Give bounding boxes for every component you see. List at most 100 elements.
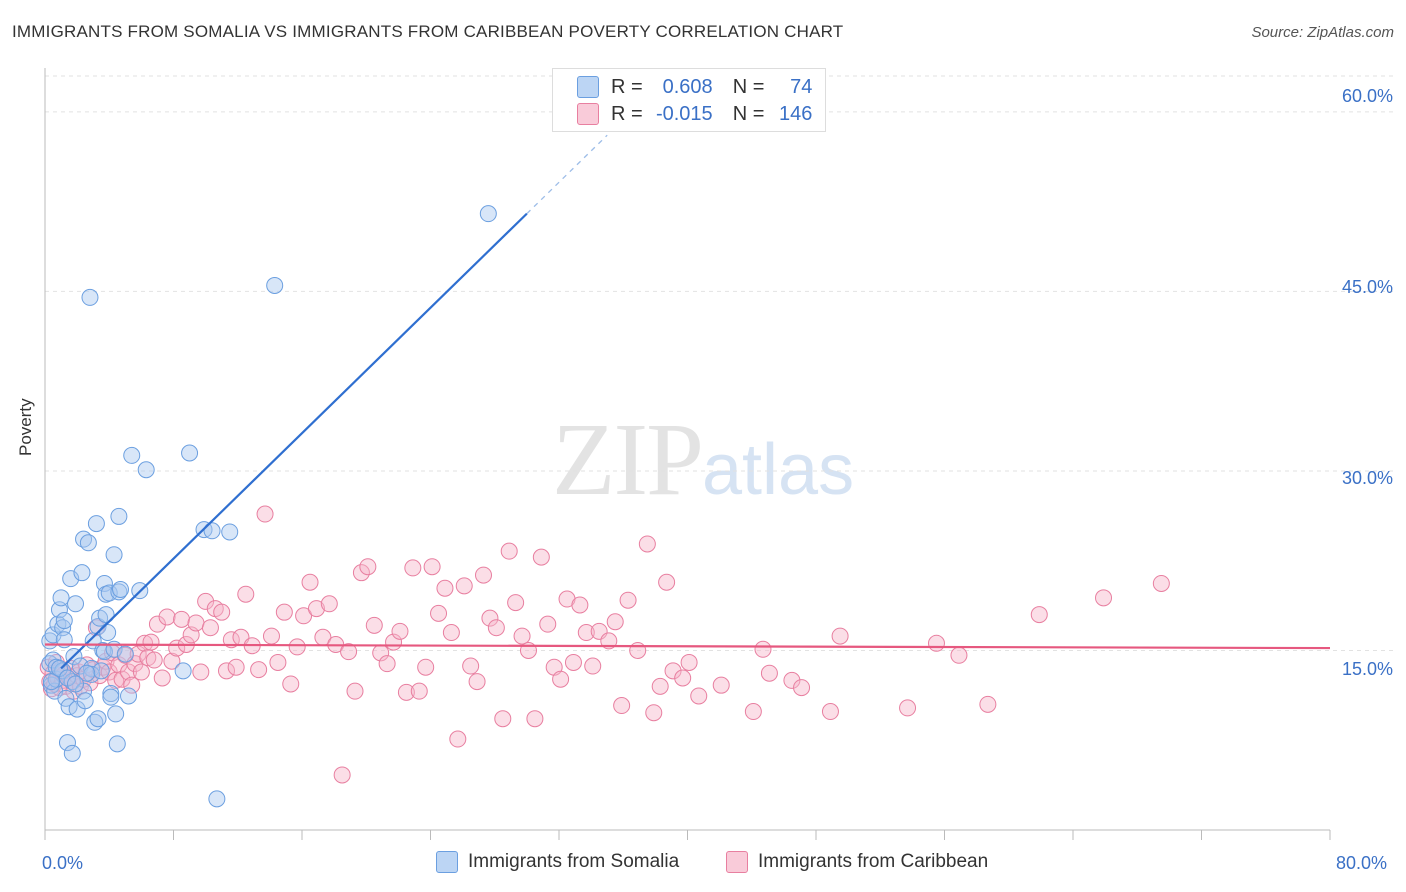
caribbean-point — [674, 669, 692, 687]
caribbean-point — [222, 631, 240, 649]
legend-label: Immigrants from Somalia — [468, 851, 680, 872]
y-tick-label: 45.0% — [1341, 277, 1393, 297]
caribbean-point — [262, 627, 280, 645]
caribbean-point — [793, 679, 811, 697]
somalia-point — [120, 687, 138, 705]
caribbean-point — [192, 663, 210, 681]
caribbean-point — [487, 619, 505, 637]
caribbean-point — [571, 596, 589, 614]
caribbean-point — [831, 627, 849, 645]
caribbean-point — [301, 573, 319, 591]
caribbean-point — [288, 638, 306, 656]
y-axis-label: Poverty — [16, 398, 35, 456]
somalia-point — [89, 710, 107, 728]
caribbean-point — [145, 651, 163, 669]
somalia-point — [107, 705, 125, 723]
caribbean-point — [760, 664, 778, 682]
caribbean-trend-line — [44, 643, 1331, 650]
caribbean-point — [629, 641, 647, 659]
caribbean-point — [821, 703, 839, 721]
y-tick-label: 30.0% — [1341, 468, 1393, 488]
caribbean-point — [320, 595, 338, 613]
caribbean-point — [227, 658, 245, 676]
caribbean-point — [564, 653, 582, 671]
caribbean-point — [449, 730, 467, 748]
caribbean-point — [81, 674, 99, 692]
somalia-point — [79, 534, 97, 552]
caribbean-point — [1030, 606, 1048, 624]
caribbean-point — [148, 615, 166, 633]
caribbean-point — [120, 663, 138, 681]
caribbean-point — [136, 634, 154, 652]
somalia-point — [203, 522, 221, 540]
caribbean-point — [494, 710, 512, 728]
caribbean-point — [173, 610, 191, 628]
caribbean-point — [391, 622, 409, 640]
somalia-point — [44, 626, 62, 644]
caribbean-point — [645, 704, 663, 722]
caribbean-point — [600, 632, 618, 650]
somalia-point — [78, 664, 96, 682]
caribbean-point — [218, 662, 236, 680]
somalia-point — [87, 515, 105, 533]
caribbean-point — [500, 542, 518, 560]
caribbean-point — [250, 661, 268, 679]
caribbean-point — [430, 604, 448, 622]
somalia-point — [92, 662, 110, 680]
somalia-point — [95, 574, 113, 592]
x-tick-label: 80.0% — [1336, 853, 1388, 873]
stats-legend: R = 0.608 N = 74 R = -0.015 N = 146 — [552, 68, 826, 132]
legend-row-somalia: R = 0.608 N = 74 — [577, 75, 812, 99]
somalia-point — [181, 444, 199, 462]
caribbean-point — [417, 658, 435, 676]
caribbean-point — [282, 675, 300, 693]
caribbean-point — [658, 573, 676, 591]
n-value: 74 — [790, 75, 813, 98]
somalia-point — [266, 276, 284, 294]
caribbean-point — [680, 653, 698, 671]
somalia-point — [108, 735, 126, 753]
caribbean-point — [197, 592, 215, 610]
r-value: -0.015 — [655, 102, 713, 125]
caribbean-point — [163, 652, 181, 670]
r-value: 0.608 — [662, 75, 713, 98]
caribbean-point — [507, 594, 525, 612]
caribbean-points — [39, 505, 1170, 784]
caribbean-point — [158, 608, 176, 626]
caribbean-point — [1152, 574, 1170, 592]
caribbean-point — [423, 558, 441, 576]
somalia-points — [41, 205, 497, 808]
caribbean-point — [532, 548, 550, 566]
caribbean-point — [638, 535, 656, 553]
caribbean-point — [950, 646, 968, 664]
somalia-point — [116, 645, 134, 663]
caribbean-point — [475, 566, 493, 584]
caribbean-point — [584, 657, 602, 675]
chart-title: IMMIGRANTS FROM SOMALIA VS IMMIGRANTS FR… — [12, 22, 844, 41]
caribbean-point — [927, 634, 945, 652]
caribbean-point — [712, 676, 730, 694]
caribbean-point — [468, 673, 486, 691]
somalia-point — [99, 624, 117, 642]
r-label: R = — [611, 102, 643, 125]
caribbean-point — [365, 616, 383, 634]
somalia-point — [105, 546, 123, 564]
caribbean-point — [113, 670, 131, 688]
somalia-point — [137, 461, 155, 479]
caribbean-point — [269, 653, 287, 671]
caribbean-point — [153, 669, 171, 687]
somalia-point — [479, 205, 497, 223]
somalia-point — [102, 685, 120, 703]
y-tick-label: 15.0% — [1341, 659, 1393, 679]
caribbean-point — [1095, 589, 1113, 607]
caribbean-point — [256, 505, 274, 523]
somalia-trend-line — [60, 212, 528, 670]
caribbean-point — [410, 682, 428, 700]
caribbean-point — [783, 671, 801, 689]
somalia-point — [97, 606, 115, 624]
somalia-point — [102, 688, 120, 706]
somalia-point — [55, 612, 73, 630]
somalia-point — [123, 446, 141, 464]
caribbean-point — [359, 558, 377, 576]
